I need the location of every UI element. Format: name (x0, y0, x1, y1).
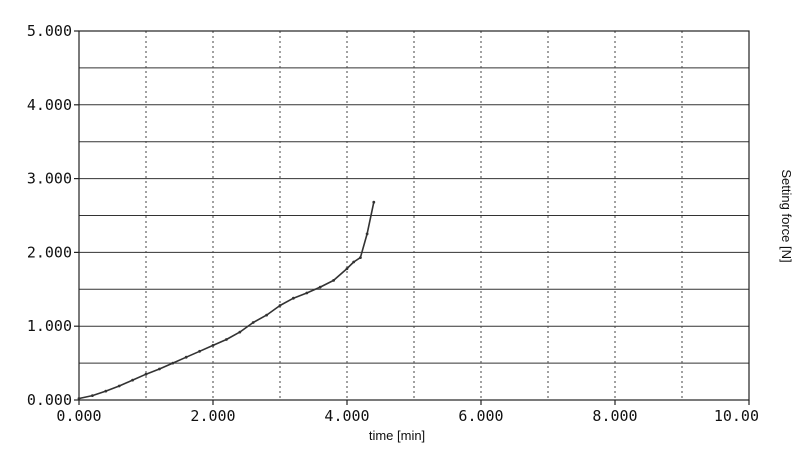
data-point (359, 256, 362, 259)
data-point (171, 361, 175, 365)
y-tick-label: 2.000 (27, 243, 72, 261)
data-point (144, 372, 148, 376)
x-tick-label: 10.00 (714, 407, 759, 425)
x-tick-label: 8.000 (592, 407, 637, 425)
data-point (292, 296, 295, 300)
data-point (104, 389, 108, 393)
data-point (225, 338, 228, 341)
data-point (117, 384, 121, 388)
data-point (184, 355, 188, 359)
data-point (131, 378, 135, 382)
data-point (238, 330, 242, 334)
y-tick-label: 3.000 (27, 170, 72, 188)
data-point (91, 394, 94, 397)
data-point (345, 267, 349, 270)
data-point (332, 279, 335, 282)
x-axis-ticks: 0.000 2.000 4.000 6.000 8.000 10.00 (56, 400, 759, 425)
y-tick-label: 1.000 (27, 317, 72, 335)
x-tick-label: 6.000 (458, 407, 503, 425)
data-point (372, 200, 376, 204)
series-line (78, 202, 375, 400)
x-axis-title: time [min] (369, 428, 425, 443)
data-point (318, 285, 322, 289)
data-point (278, 304, 282, 307)
x-tick-label: 2.000 (190, 407, 235, 425)
series-layer (77, 200, 376, 400)
y-tick-label: 4.000 (27, 96, 72, 114)
y-axis-ticks: 0.000 1.000 2.000 3.000 4.000 5.000 (27, 22, 79, 409)
data-point (352, 260, 356, 264)
y-tick-label: 5.000 (27, 22, 72, 40)
plot-frame (78, 30, 750, 401)
grid (79, 31, 749, 400)
x-tick-label: 0.000 (56, 407, 101, 425)
data-point (77, 397, 81, 400)
data-point (265, 313, 268, 317)
data-point (365, 232, 369, 236)
data-point (198, 349, 202, 353)
data-point (158, 367, 161, 371)
y-tick-label: 0.000 (27, 391, 72, 409)
data-point (251, 321, 255, 324)
y-axis-title: Setting force [N] (779, 169, 794, 262)
data-point (211, 344, 215, 347)
data-point (305, 291, 309, 295)
x-tick-label: 4.000 (324, 407, 369, 425)
